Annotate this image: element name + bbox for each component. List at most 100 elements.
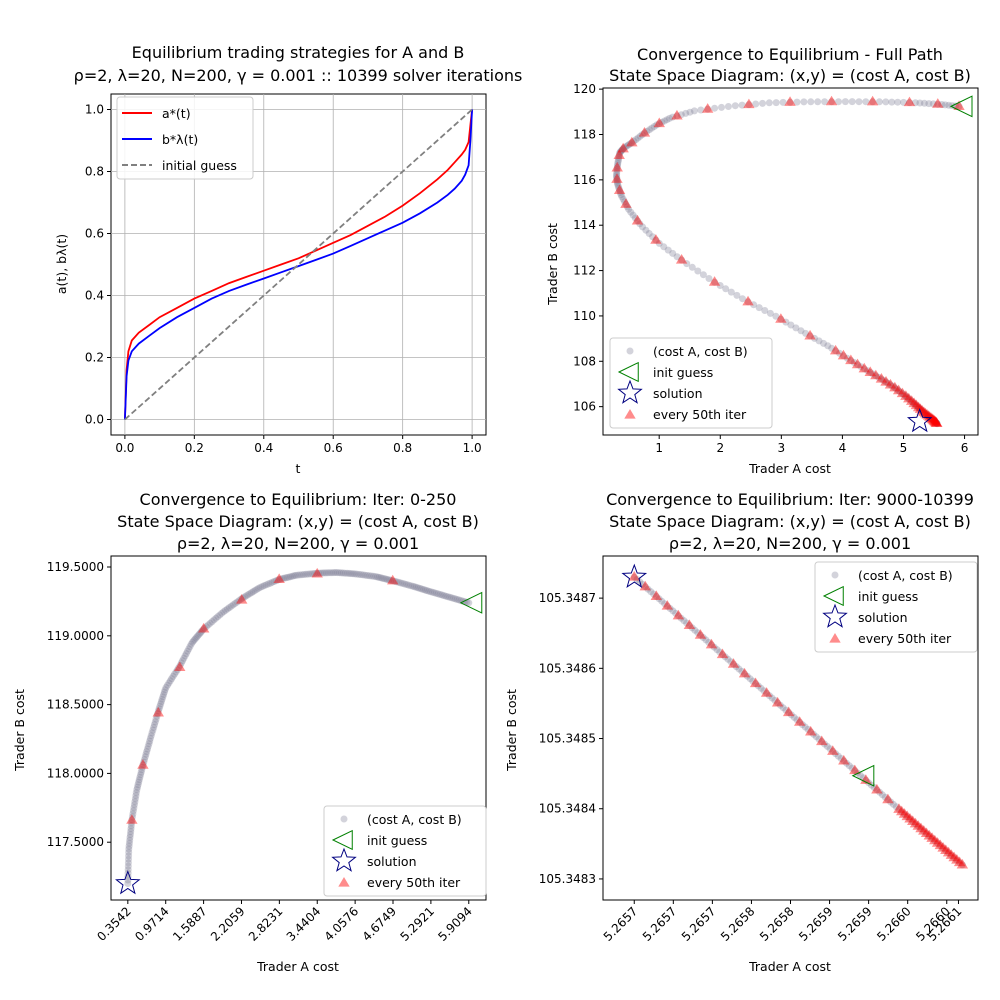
path-point [931, 417, 939, 425]
path-point [345, 569, 353, 577]
path-point [930, 417, 938, 425]
path-point [127, 828, 135, 836]
y-tick-label: 119.5000 [47, 560, 104, 574]
path-point [368, 572, 375, 580]
path-point [448, 594, 456, 602]
path-point [423, 587, 431, 595]
path-point [811, 334, 818, 342]
every-50th-marker [273, 573, 285, 583]
y-tick-label: 108 [573, 354, 596, 368]
path-point [893, 385, 901, 393]
y-tick-label: 112 [573, 264, 596, 278]
path-point [164, 681, 171, 689]
every-50th-marker [628, 571, 640, 581]
path-point [686, 108, 694, 116]
path-point [680, 617, 688, 625]
y-tick-label: 0.2 [85, 351, 104, 365]
path-point [772, 99, 780, 107]
every-50th-marker [928, 415, 941, 425]
path-point [876, 788, 884, 796]
path-point [126, 831, 134, 838]
path-point [652, 592, 660, 600]
path-point [298, 571, 306, 579]
path-point [427, 588, 435, 596]
path-point [829, 747, 837, 755]
path-point [915, 404, 923, 412]
path-point [623, 203, 631, 211]
x-tick-label: 5.2658 [718, 904, 758, 944]
every-50th-marker [858, 362, 870, 373]
path-point [306, 570, 314, 578]
path-point [917, 406, 925, 414]
path-point [198, 627, 206, 635]
every-50th-marker [929, 416, 942, 426]
y-axis-label: Trader B cost [504, 689, 519, 772]
legend-label-path: (cost A, cost B) [858, 568, 953, 583]
path-point [125, 855, 132, 863]
every-50th-marker [738, 667, 751, 678]
path-point [880, 377, 888, 384]
path-point [141, 756, 148, 763]
path-point [824, 342, 832, 350]
path-point [411, 583, 418, 591]
every-50th-marker [705, 638, 718, 649]
every-50th-marker [904, 812, 916, 823]
path-point [145, 740, 153, 748]
every-50th-marker [782, 706, 795, 717]
path-point [787, 321, 795, 329]
path-point [673, 112, 681, 120]
path-point [682, 109, 690, 117]
subplot-strategies: Equilibrium trading strategies for A and… [54, 43, 522, 476]
path-point [625, 141, 633, 149]
path-point [741, 670, 748, 678]
every-50th-marker [866, 95, 879, 106]
path-point [658, 118, 666, 126]
path-point [650, 590, 658, 598]
legend-swatch-init-guess [331, 829, 353, 851]
path-point [208, 618, 216, 626]
path-point [912, 402, 920, 410]
x-tick-label: 5.2657 [601, 904, 641, 944]
path-point [643, 127, 651, 135]
path-point [641, 583, 649, 591]
path-point [175, 664, 183, 672]
path-point [372, 573, 380, 581]
path-point [138, 763, 146, 771]
every-50th-marker [889, 381, 901, 392]
every-50th-marker [912, 401, 925, 412]
path-point [705, 275, 713, 282]
path-point [147, 732, 155, 740]
path-point [446, 593, 454, 601]
path-point [621, 198, 629, 206]
path-point [837, 755, 845, 762]
legend-label-b: b*λ(t) [162, 132, 198, 147]
path-point [613, 164, 621, 172]
every-50th-marker [892, 384, 905, 395]
path-point [914, 822, 922, 830]
every-50th-marker [926, 413, 938, 423]
every-50th-marker [924, 411, 936, 421]
axes-frame [110, 93, 487, 436]
path-point [672, 609, 680, 617]
path-point [739, 295, 746, 303]
path-point [283, 574, 291, 581]
path-point [661, 600, 669, 608]
title-line-2: State Space Diagram: (x,y) = (cost A, co… [117, 512, 479, 531]
path-point [324, 569, 332, 577]
every-50th-marker [771, 696, 784, 707]
path-point [699, 634, 707, 641]
every-50th-marker [701, 103, 714, 113]
path-point [618, 146, 626, 154]
path-point [746, 675, 754, 683]
path-point [683, 260, 691, 268]
path-point [920, 99, 928, 107]
path-point [150, 723, 158, 731]
x-tick-label: 3.4404 [284, 904, 324, 944]
legend: (cost A, cost B) init guess solution every … [609, 337, 773, 429]
path-point [438, 591, 446, 599]
every-50th-marker [930, 416, 942, 427]
path-point [196, 630, 203, 638]
path-point [655, 595, 663, 603]
path-point [765, 99, 773, 107]
y-tick-label: 105.3486 [539, 661, 596, 675]
